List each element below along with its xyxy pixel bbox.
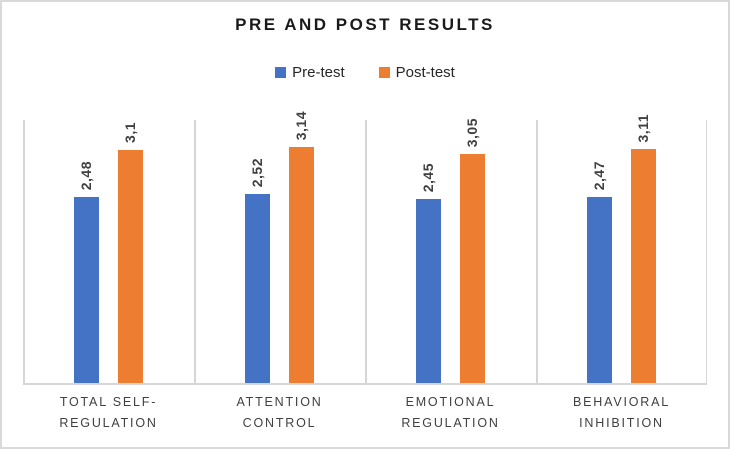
bar-pre-test-1 xyxy=(74,197,99,383)
value-label: 3,11 xyxy=(634,113,651,142)
category-label-line: REGULATION xyxy=(401,416,500,430)
value-label: 2,47 xyxy=(590,160,607,190)
category-label-4: BEHAVIORAL INHIBITION xyxy=(536,392,707,434)
category-label-line: TOTAL SELF- xyxy=(59,395,158,409)
bar-post-test-1 xyxy=(118,150,143,383)
category-label-2: ATTENTION CONTROL xyxy=(194,392,365,434)
category-tick-line xyxy=(536,120,538,383)
legend-swatch-icon xyxy=(378,67,390,78)
bar-pre-test-4 xyxy=(587,197,612,383)
value-label: 2,52 xyxy=(248,157,265,187)
category-label-line: BEHAVIORAL xyxy=(573,395,670,409)
legend-swatch-icon xyxy=(275,67,287,78)
category-tick-line xyxy=(23,120,25,383)
value-label: 3,05 xyxy=(463,117,480,147)
category-label-1: TOTAL SELF- REGULATION xyxy=(23,392,194,434)
value-label: 2,45 xyxy=(419,162,436,192)
value-label: 3,14 xyxy=(292,110,309,140)
bar-post-test-3 xyxy=(460,154,485,383)
category-tick-line xyxy=(365,120,367,383)
category-label-line: ATTENTION xyxy=(236,395,323,409)
value-label: 3,1 xyxy=(121,122,138,143)
legend-item-post-test: Post-test xyxy=(378,64,455,81)
bar-post-test-4 xyxy=(631,149,656,383)
bar-post-test-2 xyxy=(289,147,314,383)
chart-title: PRE AND POST RESULTS xyxy=(235,15,495,34)
legend-label: Pre-test xyxy=(292,64,345,81)
bar-pre-test-3 xyxy=(416,199,441,383)
legend: Pre-test Post-test xyxy=(2,64,728,81)
plot-area: 2,48 2,52 2,45 2,47 3,1 3,14 3,05 3,11 xyxy=(23,111,707,385)
legend-item-pre-test: Pre-test xyxy=(275,64,345,81)
category-label-line: EMOTIONAL xyxy=(405,395,496,409)
category-tick-line xyxy=(705,120,707,383)
category-label-line: INHIBITION xyxy=(579,416,664,430)
category-label-3: EMOTIONAL REGULATION xyxy=(365,392,536,434)
bar-pre-test-2 xyxy=(245,194,270,383)
category-label-line: CONTROL xyxy=(242,416,317,430)
category-axis: TOTAL SELF- REGULATION ATTENTION CONTROL EMO… xyxy=(23,392,707,442)
legend-label: Post-test xyxy=(395,64,455,81)
category-tick-line xyxy=(194,120,196,383)
value-label: 2,48 xyxy=(77,160,94,190)
category-label-line: REGULATION xyxy=(59,416,158,430)
